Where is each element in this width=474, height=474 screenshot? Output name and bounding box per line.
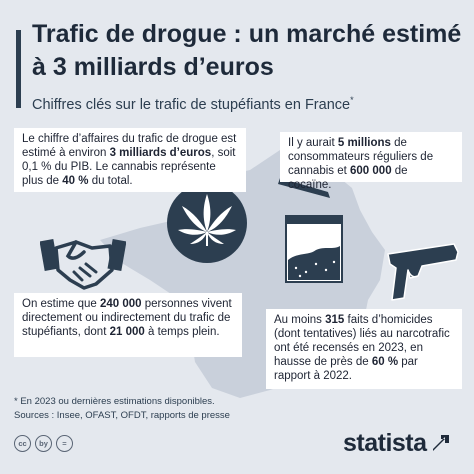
fact-consumers-text-2: de consommateurs réguliers de cannabis e… (288, 137, 434, 177)
statista-logo[interactable]: statista (343, 426, 463, 460)
footnote-note: * En 2023 ou dernières estimations dispo… (14, 396, 215, 407)
fact-jobs-text-3: à temps plein. (144, 326, 220, 338)
fact-jobs-text-2: personnes vivent directement ou indirect… (22, 298, 232, 338)
fact-revenue-highlight-1: 3 milliards d’euros (109, 147, 212, 159)
fact-jobs-highlight-2: 21 000 (109, 326, 145, 338)
cannabis-leaf-icon (167, 183, 247, 263)
handshake-icon (40, 239, 126, 290)
title-accent-bar (16, 30, 21, 108)
fact-homicides-text-3: par rapport à 2022. (274, 356, 418, 382)
fact-revenue-text-3: du total. (88, 175, 133, 187)
fact-consumers-text-3: de cocaïne. (288, 165, 408, 191)
subtitle-footnote-mark: * (350, 95, 354, 105)
brand-name: statista (343, 428, 427, 457)
cocaine-bag-icon (285, 215, 343, 283)
page-title: Trafic de drogue : un marché estimé à 3 … (32, 20, 462, 81)
fact-revenue-text-1: Le chiffre d’affaires du trafic de drogu… (22, 133, 237, 159)
fact-homicides-text-2: faits d’homicides (dont tentatives) liés… (274, 314, 450, 368)
pistol-icon (387, 243, 459, 301)
fact-homicides-text-1: Au moins (274, 314, 326, 326)
cc-by-icon[interactable]: by (35, 435, 52, 452)
fact-revenue-highlight-2: 40 % (62, 175, 89, 187)
page-subtitle: Chiffres clés sur le trafic de stupéfian… (32, 95, 462, 113)
license-icons: cc by = (14, 435, 73, 453)
fact-homicides-highlight-1: 315 (325, 314, 345, 326)
fact-consumers-text-1: Il y aurait (288, 137, 338, 149)
fact-consumers: Il y aurait 5 millions de consommateurs … (280, 132, 462, 191)
footnote-sources: Sources : Insee, OFAST, OFDT, rapports d… (14, 410, 230, 421)
fact-revenue: Le chiffre d’affaires du trafic de drogu… (14, 128, 246, 192)
fact-jobs: On estime que 240 000 personnes vivent d… (14, 293, 242, 357)
cc-nd-icon[interactable]: = (56, 435, 73, 452)
statista-logo-icon (432, 435, 449, 451)
fact-homicides-highlight-2: 60 % (371, 356, 399, 368)
fact-homicides: Au moins 315 faits d’homicides (dont ten… (266, 309, 462, 389)
subtitle-text: Chiffres clés sur le trafic de stupéfian… (32, 96, 351, 113)
fact-jobs-highlight-1: 240 000 (99, 298, 142, 310)
fact-revenue-text-2: , soit 0,1 % du PIB. Le cannabis représe… (22, 147, 236, 187)
fact-consumers-highlight-1: 5 millions (337, 137, 391, 149)
cc-license-icon[interactable]: cc (14, 435, 31, 452)
fact-jobs-text-1: On estime que (22, 298, 100, 310)
footnote: * En 2023 ou dernières estimations dispo… (14, 395, 344, 423)
fact-consumers-highlight-2: 600 000 (350, 165, 392, 177)
